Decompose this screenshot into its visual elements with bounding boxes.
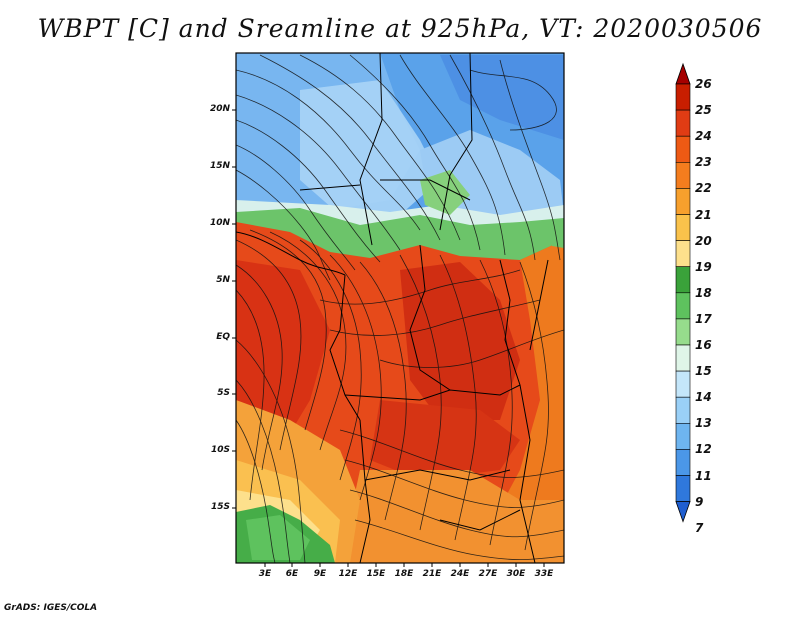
credit-text: GrADS: IGES/COLA bbox=[4, 603, 98, 613]
lon-label: 6E bbox=[285, 569, 299, 579]
lon-label: 24E bbox=[450, 569, 470, 579]
colorbar-swatch bbox=[675, 109, 691, 137]
streamlines bbox=[236, 54, 564, 563]
lon-label: 15E bbox=[366, 569, 386, 579]
colorbar-label: 16 bbox=[695, 338, 712, 352]
colorbar-label: 13 bbox=[695, 416, 712, 431]
colorbar-swatch bbox=[675, 396, 691, 424]
lat-label: 5N bbox=[216, 275, 230, 285]
colorbar-label: 24 bbox=[695, 129, 712, 144]
map-title: WBPT [C] and Sreamline at 925hPa, VT: 20… bbox=[37, 14, 763, 43]
lon-label: 9E bbox=[313, 569, 327, 579]
lat-label: 15N bbox=[209, 161, 230, 171]
colorbar-label: 12 bbox=[695, 442, 712, 457]
colorbar-arrow-top bbox=[675, 62, 691, 85]
colorbar-swatch bbox=[675, 422, 691, 450]
lat-label: 20N bbox=[209, 104, 230, 114]
colorbar-swatch bbox=[675, 240, 691, 268]
colorbar-swatch bbox=[675, 214, 691, 241]
colorbar-swatch bbox=[675, 135, 691, 163]
axis-ticks bbox=[232, 109, 545, 567]
lat-label: 15S bbox=[210, 502, 230, 512]
colorbar-label: 26 bbox=[695, 77, 712, 91]
map-frame bbox=[235, 52, 565, 564]
colorbar-label: 17 bbox=[695, 311, 712, 326]
colorbar-label: 11 bbox=[695, 468, 712, 483]
colorbar-label: 9 bbox=[695, 494, 704, 509]
lon-label: 33E bbox=[534, 569, 554, 579]
colorbar-swatch bbox=[675, 449, 691, 476]
lat-label: EQ bbox=[216, 332, 230, 342]
colorbar-label: 15 bbox=[695, 364, 712, 379]
colorbar-label: 14 bbox=[695, 390, 712, 405]
colorbar-swatch bbox=[675, 370, 691, 398]
lon-label: 21E bbox=[422, 569, 442, 579]
colorbar-swatch bbox=[675, 292, 691, 320]
lon-label: 18E bbox=[394, 569, 414, 579]
colorbar bbox=[675, 62, 691, 523]
colorbar-label: 18 bbox=[695, 285, 712, 300]
colorbar-label: 22 bbox=[695, 181, 712, 196]
colorbar-label: 7 bbox=[695, 520, 704, 535]
colorbar-swatch bbox=[675, 475, 691, 502]
colorbar-arrow-bottom bbox=[675, 501, 691, 523]
lon-label: 3E bbox=[258, 569, 272, 579]
lon-label: 27E bbox=[478, 569, 498, 579]
lon-label: 30E bbox=[506, 569, 526, 579]
lat-label: 5S bbox=[217, 388, 230, 398]
colorbar-swatch bbox=[675, 188, 691, 215]
colorbar-label: 20 bbox=[695, 233, 712, 248]
lon-label: 12E bbox=[338, 569, 358, 579]
country-boundaries bbox=[236, 53, 549, 563]
colorbar-swatch bbox=[675, 318, 691, 346]
lat-label: 10N bbox=[209, 218, 230, 228]
colorbar-swatch bbox=[675, 162, 691, 189]
colorbar-swatch bbox=[675, 266, 691, 294]
colorbar-swatch bbox=[675, 83, 691, 111]
colorbar-label: 19 bbox=[695, 259, 712, 274]
lat-label: 10S bbox=[210, 445, 230, 455]
wbpt-field bbox=[236, 53, 564, 563]
colorbar-swatch bbox=[675, 344, 691, 372]
colorbar-label: 23 bbox=[695, 155, 712, 170]
colorbar-label: 25 bbox=[695, 103, 712, 118]
colorbar-label: 21 bbox=[695, 207, 712, 222]
